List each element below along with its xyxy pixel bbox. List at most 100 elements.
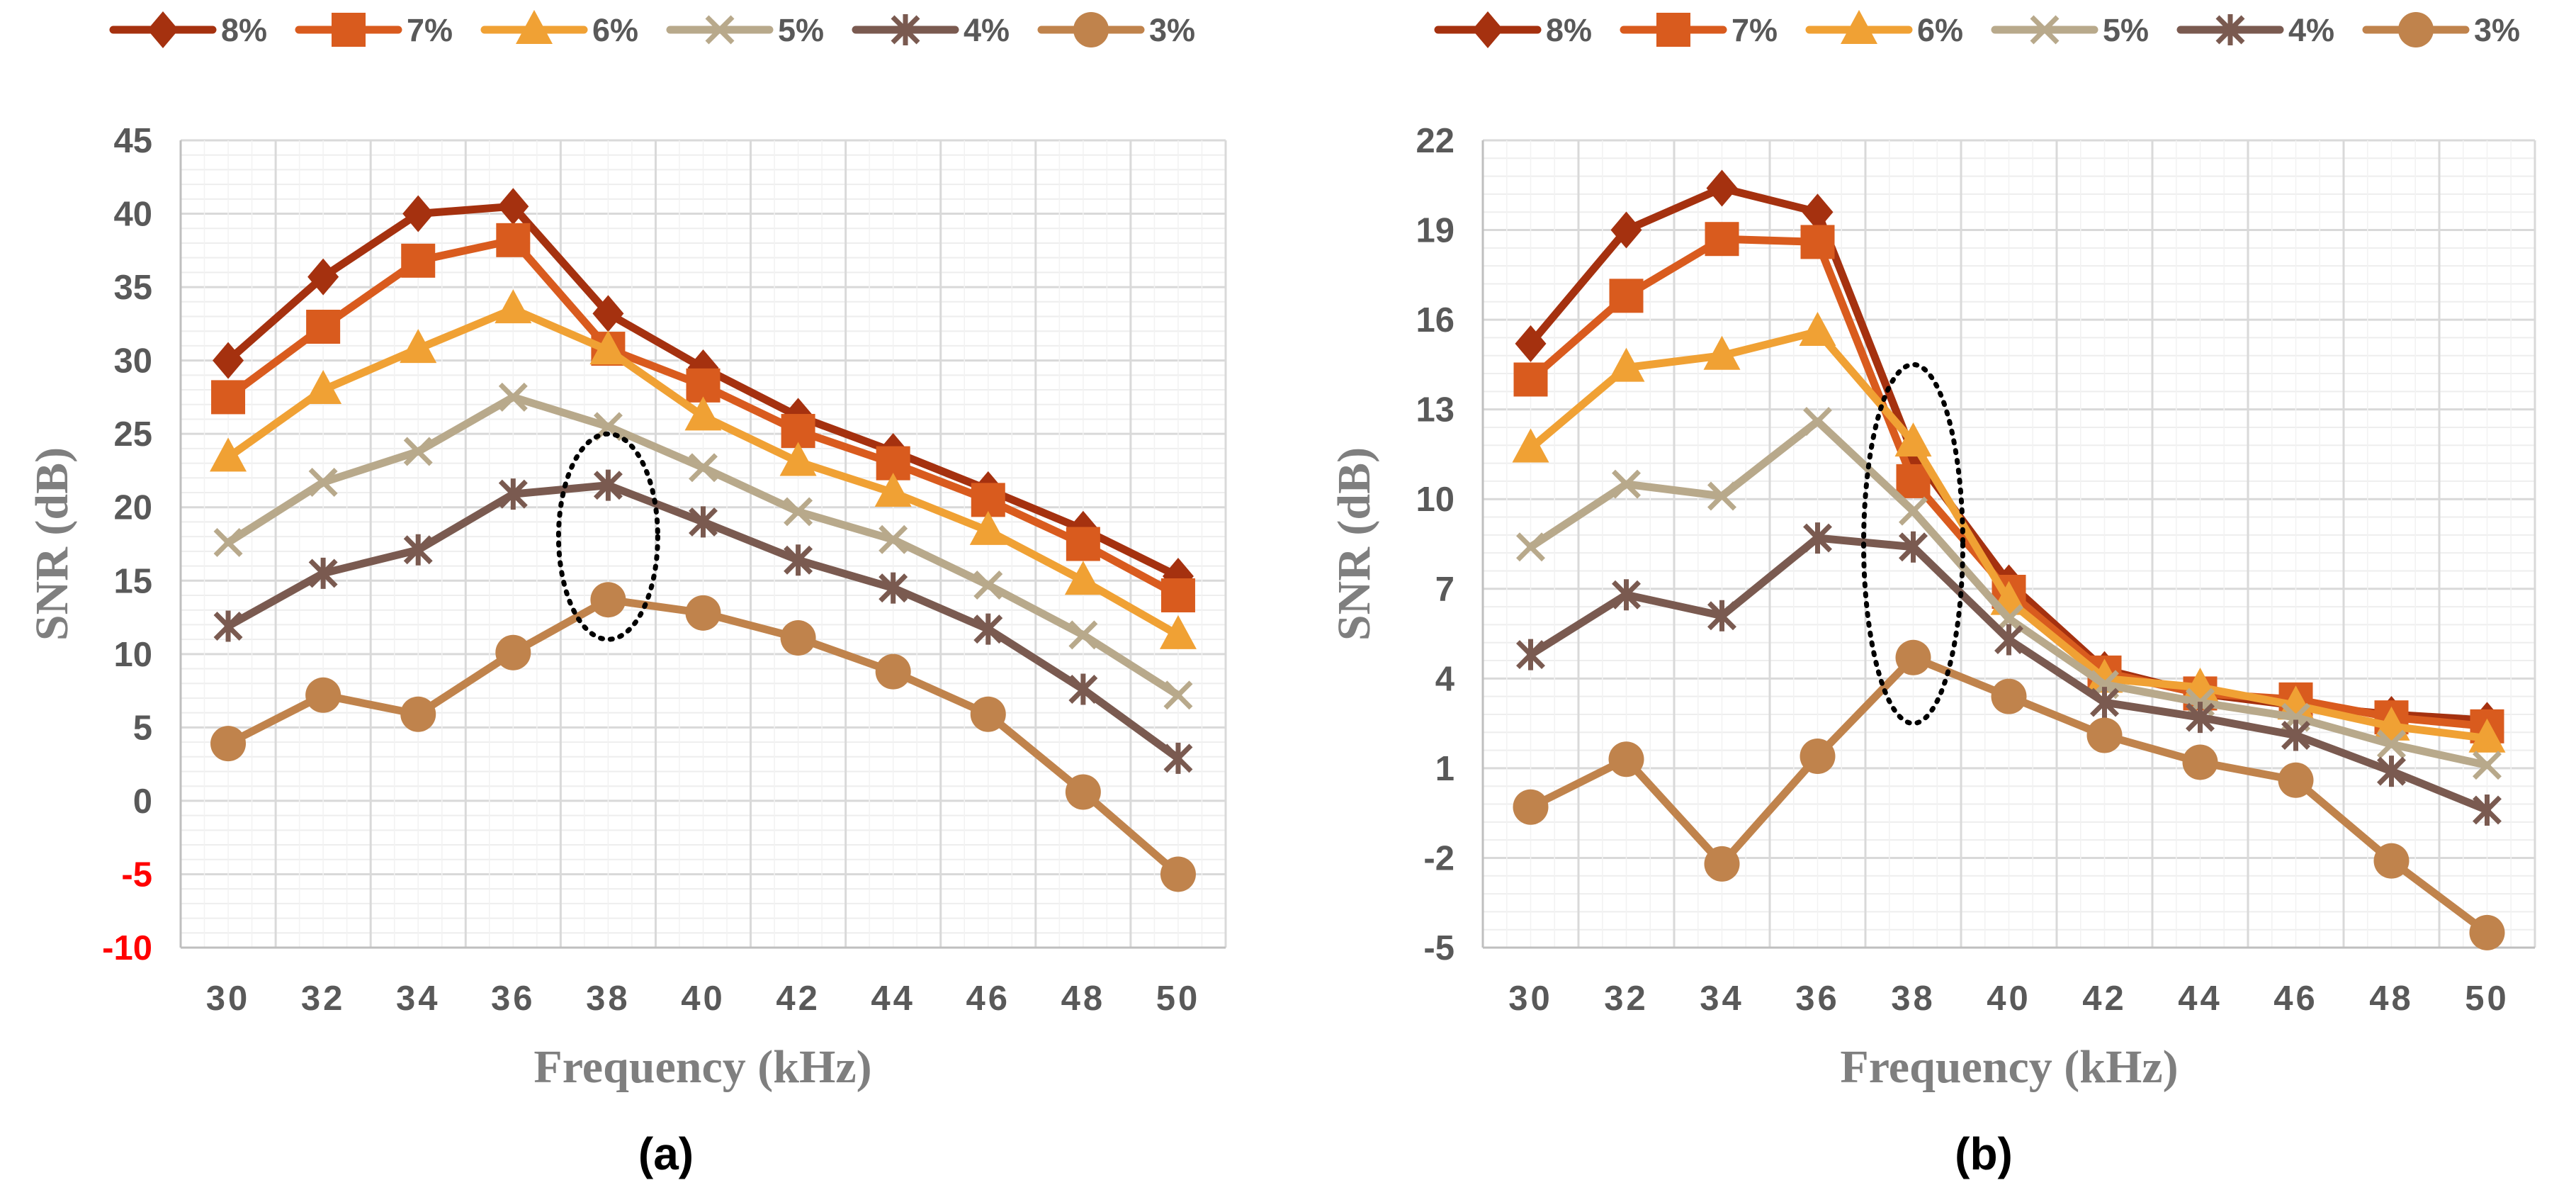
star-marker-shape [2215, 14, 2245, 45]
data-point [973, 613, 1003, 645]
y-axis-title: SNR (dB) [1328, 447, 1380, 641]
data-point [1800, 225, 1835, 259]
x-tick-labels: 30 32 34 36 38 40 42 44 46 48 50 [206, 979, 1201, 1018]
diamond-marker-shape [1515, 325, 1547, 362]
data-point [689, 453, 718, 483]
x-tick-labels: 30 32 34 36 38 40 42 44 46 48 50 [1508, 979, 2509, 1018]
data-point [685, 595, 721, 631]
y-tick-label: 35 [113, 269, 152, 307]
data-point [779, 442, 817, 476]
x-tick-label: 42 [776, 979, 820, 1018]
y-tick-label: 0 [133, 782, 152, 821]
x-tick-label: 42 [2082, 979, 2127, 1018]
square-marker-shape [1066, 527, 1100, 561]
data-point [1512, 428, 1549, 463]
y-tick-label: 15 [113, 562, 152, 600]
data-point [213, 610, 243, 642]
x-marker-shape [689, 453, 718, 483]
x-marker-shape [403, 437, 433, 466]
grid [1481, 139, 2536, 949]
star-marker-shape [1163, 742, 1193, 774]
x-tick-label: 50 [1156, 979, 1201, 1018]
legend-label: 8% [1546, 12, 1592, 48]
x-marker-shape [1163, 680, 1193, 710]
data-point [1707, 600, 1736, 632]
x-axis-title: Frequency (kHz) [1840, 1041, 2178, 1093]
data-point [307, 258, 339, 296]
circle-marker-shape [1704, 846, 1740, 882]
x-tick-label: 36 [1795, 979, 1840, 1018]
data-point [213, 527, 243, 557]
legend-marker [1073, 12, 1109, 47]
x-marker-shape [705, 15, 735, 45]
data-point [1160, 856, 1196, 892]
data-point [1160, 578, 1195, 612]
legend-label: 6% [1917, 12, 1963, 48]
legend-marker [1472, 11, 1503, 48]
x-tick-label: 36 [491, 979, 536, 1018]
square-marker-shape [1609, 279, 1644, 313]
x-axis-title: Frequency (kHz) [533, 1041, 871, 1093]
data-point [875, 653, 911, 690]
triangle-marker-shape [1894, 422, 1932, 457]
data-point [1802, 193, 1834, 231]
series-group [210, 188, 1197, 892]
data-point [2090, 687, 2119, 719]
star-marker-shape [213, 610, 243, 642]
circle-marker-shape [210, 726, 247, 762]
series-group [1512, 169, 2506, 950]
series-6pct [210, 289, 1197, 649]
data-point [1994, 624, 2023, 656]
data-point [879, 572, 908, 604]
data-point [496, 223, 531, 257]
circle-marker-shape [875, 653, 911, 690]
y-tick-label: 7 [1435, 571, 1454, 609]
diamond-marker-shape [1706, 169, 1738, 207]
diamond-marker-shape [1472, 11, 1503, 48]
series-5pct [213, 382, 1193, 710]
y-tick-label: 5 [133, 709, 152, 747]
square-marker-shape [1705, 222, 1739, 257]
circle-marker-shape [1160, 856, 1196, 892]
circle-marker-shape [1991, 678, 2027, 714]
data-point [1705, 222, 1739, 257]
triangle-marker-shape [1841, 10, 1877, 44]
circle-marker-shape [2398, 12, 2434, 47]
series-4pct [213, 469, 1193, 774]
data-point [1065, 774, 1101, 810]
x-tick-label: 32 [301, 979, 346, 1018]
circle-marker-shape [1073, 12, 1109, 47]
triangle-marker-shape [684, 396, 722, 431]
x-tick-label: 30 [1508, 979, 1553, 1018]
star-marker-shape [593, 469, 623, 501]
x-marker-shape [2377, 729, 2406, 759]
x-tick-label: 40 [1987, 979, 2031, 1018]
diamond-marker-shape [497, 188, 529, 225]
data-point [495, 289, 532, 324]
data-point [1068, 620, 1098, 650]
data-point [400, 329, 437, 364]
triangle-marker-shape [1512, 428, 1549, 463]
x-marker-shape [1803, 407, 1832, 437]
square-marker-shape [1656, 13, 1690, 47]
star-marker-shape [1994, 624, 2023, 656]
star-marker-shape [2186, 702, 2215, 734]
square-marker-shape [211, 380, 246, 415]
annotation-ellipse [1861, 361, 1965, 726]
data-point [2186, 702, 2215, 734]
x-marker-shape [1068, 620, 1098, 650]
data-point [2086, 717, 2123, 753]
x-tick-label: 48 [2369, 979, 2414, 1018]
y-tick-label: -5 [1423, 929, 1454, 967]
data-point [400, 696, 436, 732]
data-point [2473, 794, 2502, 826]
x-marker-shape [2030, 15, 2060, 45]
x-tick-label: 50 [2465, 979, 2509, 1018]
data-point [684, 396, 722, 431]
star-marker-shape [1707, 600, 1736, 632]
y-axis-title: SNR (dB) [26, 447, 78, 641]
data-point [1704, 846, 1740, 882]
star-marker-shape [891, 14, 920, 45]
legend-marker [2215, 14, 2245, 45]
legend-item: 8% [1434, 11, 1592, 48]
